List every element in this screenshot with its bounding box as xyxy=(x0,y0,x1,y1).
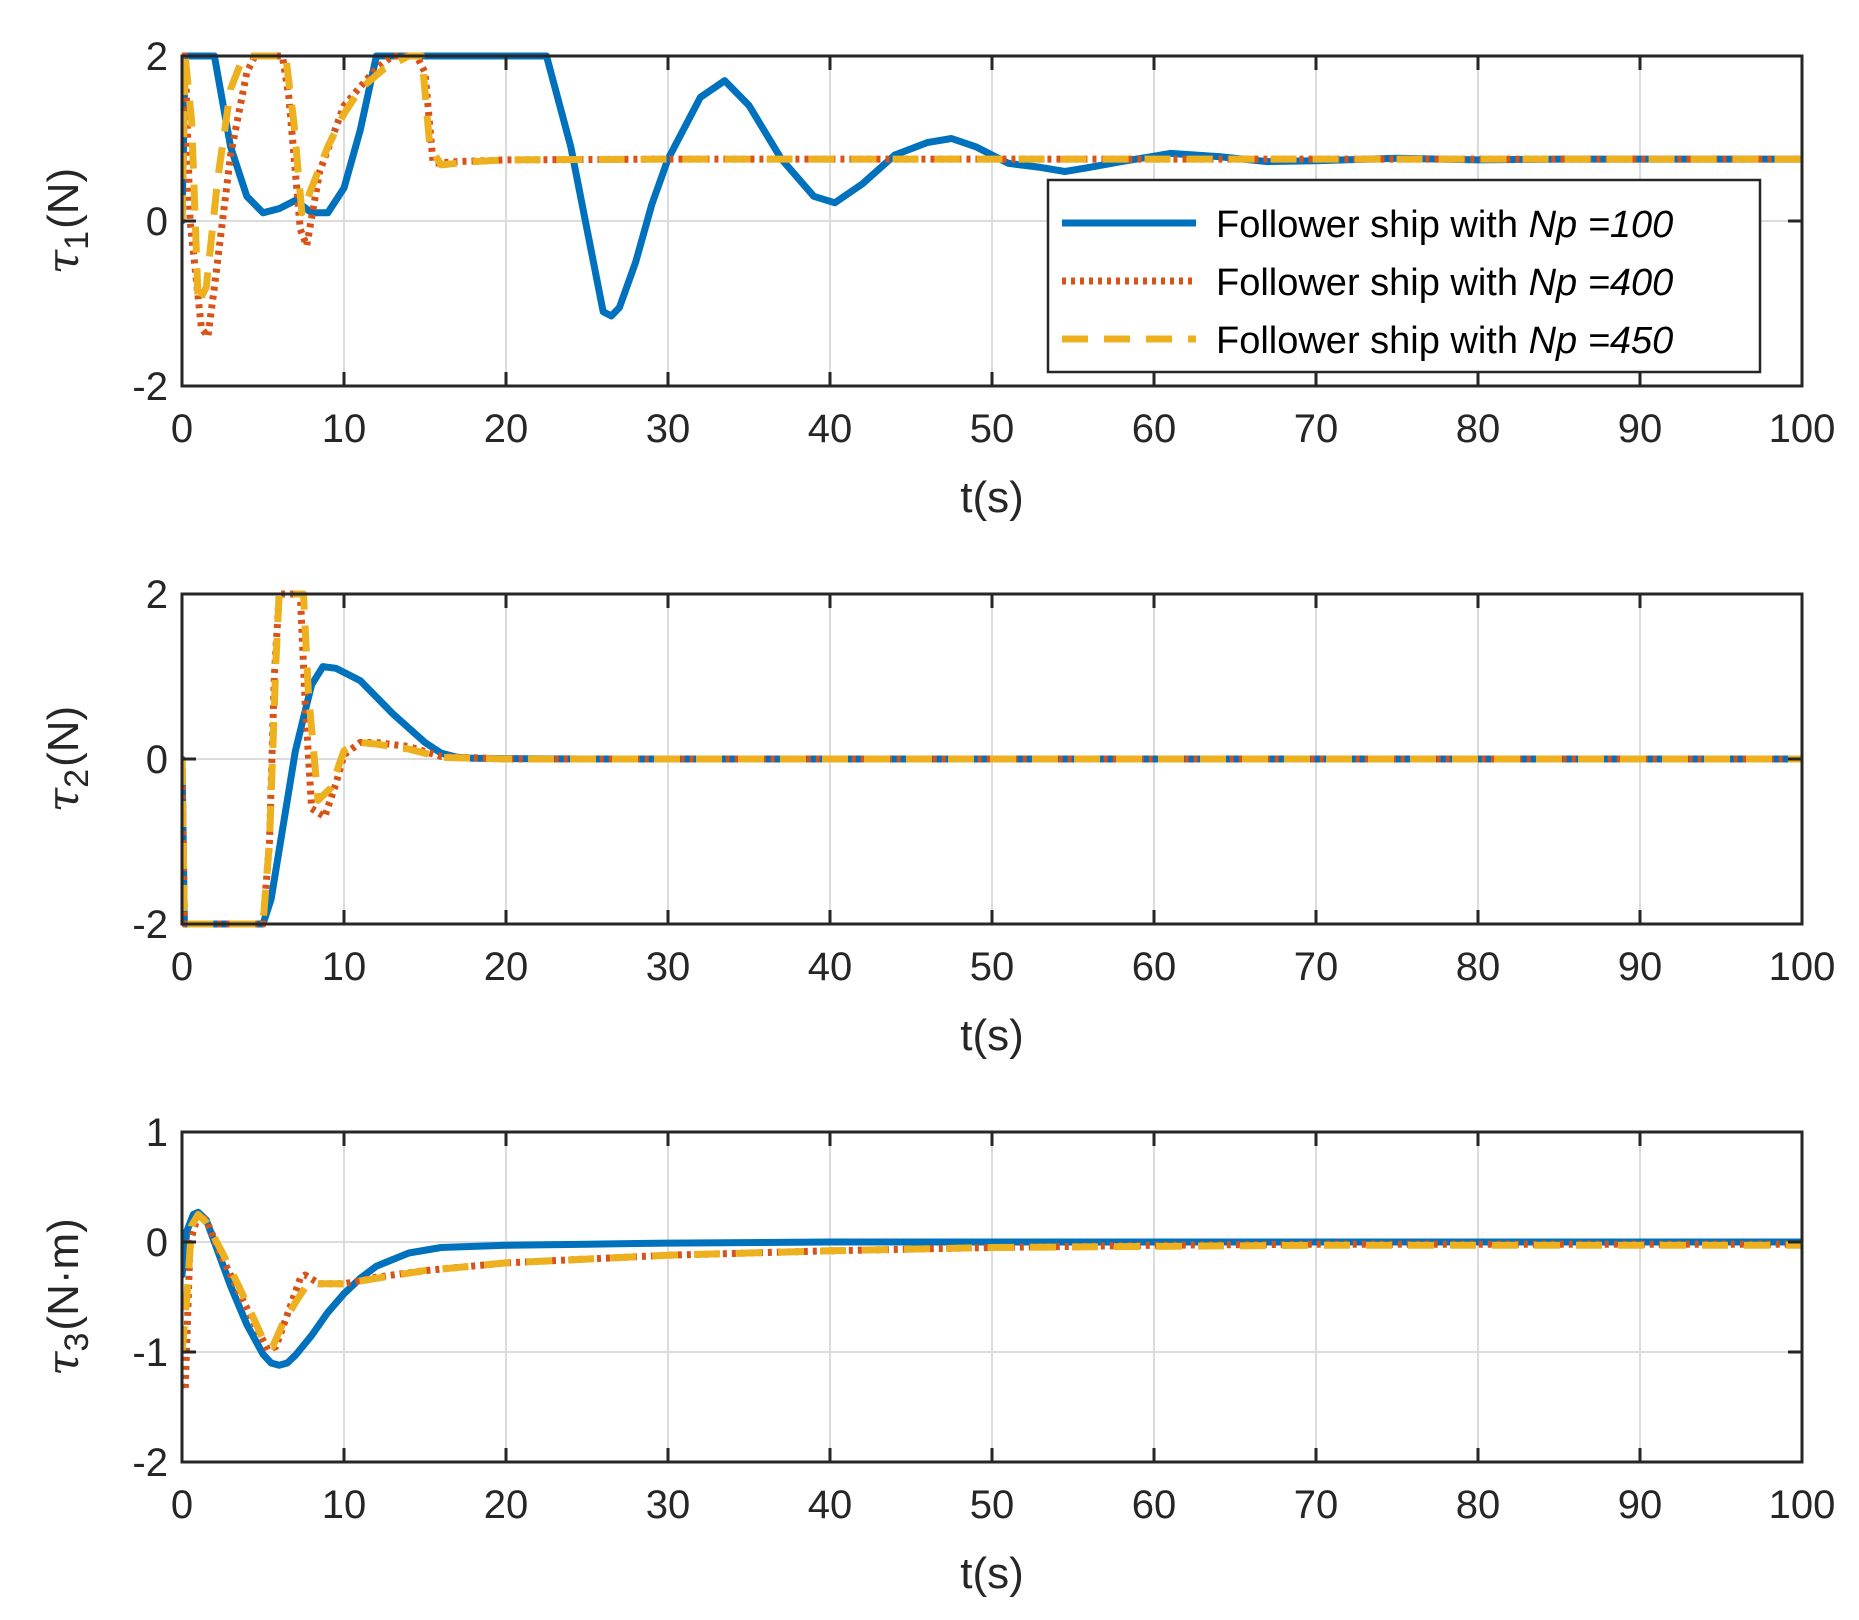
tau1-xtick-label-10: 10 xyxy=(322,407,367,451)
tau2-xtick-label-0: 0 xyxy=(171,945,193,989)
tau3-xtick-label-100: 100 xyxy=(1769,1483,1836,1527)
tau1-xtick-label-20: 20 xyxy=(484,407,529,451)
tau1-ytick-label-2: 2 xyxy=(146,35,168,79)
tau3-ylabel: τ3 (N·m) xyxy=(38,1218,96,1376)
tau1-ytick-label-0: 0 xyxy=(146,200,168,244)
tau3-xtick-label-80: 80 xyxy=(1456,1483,1501,1527)
tau1-ylabel: τ1 (N) xyxy=(38,168,96,274)
tau3-series-group xyxy=(182,1208,1802,1394)
tau1-xtick-label-80: 80 xyxy=(1456,407,1501,451)
tau1-xtick-label-40: 40 xyxy=(808,407,853,451)
tau2-xtick-label-80: 80 xyxy=(1456,945,1501,989)
legend-label-value: =400 xyxy=(1577,262,1673,304)
legend-label-np: Np xyxy=(1529,262,1578,304)
tau2-ylabel-unit: (N) xyxy=(39,706,88,767)
tau2-xtick-label-20: 20 xyxy=(484,945,529,989)
tau1-xtick-label-90: 90 xyxy=(1618,407,1663,451)
tau1-series-group xyxy=(182,52,1802,340)
legend-label-np100: Follower ship with Np =100 xyxy=(1216,204,1673,246)
tau3-xtick-label-30: 30 xyxy=(646,1483,691,1527)
legend-label-prefix: Follower ship with xyxy=(1216,262,1529,304)
legend-label-value: =100 xyxy=(1577,204,1673,246)
tau1-ylabel-unit: (N) xyxy=(39,168,88,229)
tau3-ytick-label-1: 1 xyxy=(146,1111,168,1155)
legend-label-value: =450 xyxy=(1577,320,1673,362)
tau3-xtick-label-20: 20 xyxy=(484,1483,529,1527)
tau3-xtick-label-60: 60 xyxy=(1132,1483,1177,1527)
tau1-series-np450-line xyxy=(182,52,1802,307)
tau1-xtick-label-100: 100 xyxy=(1769,407,1836,451)
tau2-xtick-label-10: 10 xyxy=(322,945,367,989)
tau2-xtick-label-60: 60 xyxy=(1132,945,1177,989)
tau3-ytick-label--1: -1 xyxy=(132,1331,168,1375)
legend-label-np450: Follower ship with Np =450 xyxy=(1216,320,1673,362)
legend-label-np: Np xyxy=(1529,320,1578,362)
tau1-xtick-label-0: 0 xyxy=(171,407,193,451)
tau1-ylabel-subscript: 1 xyxy=(58,231,96,250)
tau2-xlabel: t(s) xyxy=(960,1011,1024,1060)
tau3-xlabel: t(s) xyxy=(960,1549,1024,1598)
tau3-xtick-label-10: 10 xyxy=(322,1483,367,1527)
tau3-xtick-label-50: 50 xyxy=(970,1483,1015,1527)
tau1-series-np400-line xyxy=(182,52,1802,340)
tau3-ytick-label-0: 0 xyxy=(146,1221,168,1265)
tau2-series-np400-line xyxy=(182,590,1802,928)
tau3-xtick-label-0: 0 xyxy=(171,1483,193,1527)
tau1-xtick-label-60: 60 xyxy=(1132,407,1177,451)
panel-tau3: 0 10 20 30 40 50 60 70 80 90 100 -2 -1 0 1 t(s) τ3 (N·m) xyxy=(38,1111,1835,1598)
tau3-ytick-label--2: -2 xyxy=(132,1441,168,1485)
tau2-xtick-label-50: 50 xyxy=(970,945,1015,989)
tau2-ylabel: τ2 (N) xyxy=(38,706,96,812)
tau2-ytick-label-2: 2 xyxy=(146,573,168,617)
tau3-ylabel-subscript: 3 xyxy=(58,1333,96,1352)
tau1-xlabel: t(s) xyxy=(960,473,1024,522)
tau3-series-np450-line xyxy=(182,1211,1802,1353)
tau2-ylabel-symbol: τ xyxy=(38,787,89,812)
legend-label-prefix: Follower ship with xyxy=(1216,320,1529,362)
tau1-xtick-label-50: 50 xyxy=(970,407,1015,451)
tau2-xtick-label-70: 70 xyxy=(1294,945,1339,989)
tau2-ytick-label-0: 0 xyxy=(146,738,168,782)
tau2-ytick-label--2: -2 xyxy=(132,903,168,947)
tau3-ylabel-unit: (N·m) xyxy=(39,1218,88,1330)
tau1-ytick-label--2: -2 xyxy=(132,365,168,409)
tau1-ylabel-symbol: τ xyxy=(38,249,89,274)
tau1-xtick-label-70: 70 xyxy=(1294,407,1339,451)
tau1-xtick-label-30: 30 xyxy=(646,407,691,451)
tau3-series-np400-line xyxy=(182,1211,1802,1394)
tau2-series-group xyxy=(182,590,1802,928)
tau2-xtick-label-90: 90 xyxy=(1618,945,1663,989)
tau2-series-np450-line xyxy=(182,590,1802,928)
tau2-xtick-label-40: 40 xyxy=(808,945,853,989)
tau3-xtick-label-90: 90 xyxy=(1618,1483,1663,1527)
legend-label-prefix: Follower ship with xyxy=(1216,204,1529,246)
tau3-xtick-label-40: 40 xyxy=(808,1483,853,1527)
tau3-ylabel-symbol: τ xyxy=(38,1351,89,1376)
tau2-xtick-label-100: 100 xyxy=(1769,945,1836,989)
tau3-xtick-label-70: 70 xyxy=(1294,1483,1339,1527)
tau2-xtick-label-30: 30 xyxy=(646,945,691,989)
legend-label-np: Np xyxy=(1529,204,1578,246)
tau2-ylabel-subscript: 2 xyxy=(58,769,96,788)
legend-label-np400: Follower ship with Np =400 xyxy=(1216,262,1673,304)
